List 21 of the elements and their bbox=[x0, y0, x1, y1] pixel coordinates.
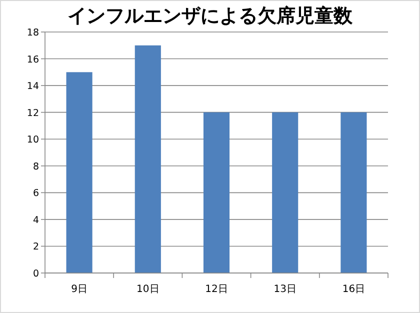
y-tick-label: 12 bbox=[26, 108, 39, 119]
y-tick-label: 10 bbox=[26, 134, 39, 146]
x-tick-label: 9日 bbox=[71, 284, 88, 295]
y-tick-label: 2 bbox=[32, 242, 39, 253]
y-tick-label: 16 bbox=[26, 54, 39, 66]
y-tick-label: 8 bbox=[32, 161, 39, 172]
bar bbox=[340, 112, 367, 273]
y-tick-label: 14 bbox=[26, 81, 39, 92]
x-tick-label: 10日 bbox=[136, 284, 160, 295]
bar bbox=[272, 112, 298, 273]
x-tick-label: 12日 bbox=[205, 284, 228, 295]
y-tick-label: 4 bbox=[32, 214, 39, 226]
bar bbox=[66, 72, 92, 273]
x-tick-label: 16日 bbox=[342, 284, 366, 295]
bar bbox=[134, 45, 161, 273]
bar bbox=[203, 112, 230, 273]
y-tick-label: 0 bbox=[32, 268, 39, 280]
x-tick-label: 13日 bbox=[274, 284, 296, 295]
y-tick-label: 6 bbox=[32, 188, 39, 200]
y-tick-label: 18 bbox=[26, 28, 39, 38]
chart-title: インフルエンザによる欠席児童数 bbox=[68, 5, 354, 27]
